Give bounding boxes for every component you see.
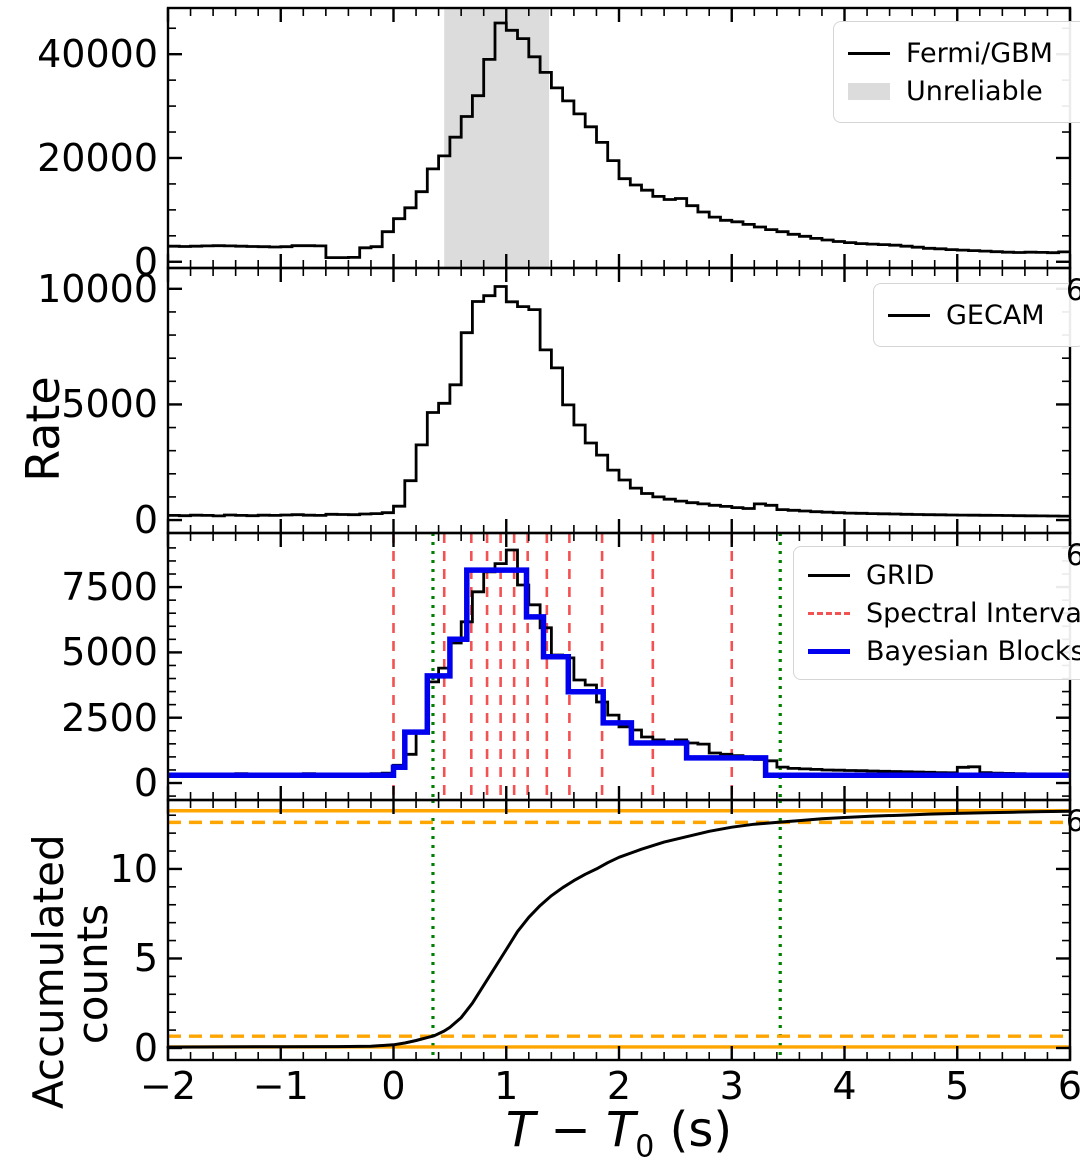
- x-tick-label: 4: [832, 1064, 857, 1108]
- legend-item-fermi-gbm: Fermi/GBM: [848, 38, 1074, 69]
- gecam-histogram: [168, 285, 1070, 518]
- clipped-tick-label-6: 6: [1066, 273, 1080, 307]
- gecam-line-swatch: [888, 313, 930, 317]
- legend-gecam: GECAM: [873, 283, 1080, 347]
- legend-label-bayesian-blocks: Bayesian Blocks: [866, 635, 1080, 667]
- fermi-gbm-line-swatch: [848, 51, 890, 55]
- y-tick-label: 20000: [37, 135, 158, 180]
- legend-item-unreliable: Unreliable: [848, 76, 1074, 107]
- x-axis-label: T − T0 (s): [168, 1102, 1070, 1165]
- legend-item-gecam: GECAM: [888, 300, 1070, 331]
- y-tick-label: 10000: [37, 266, 158, 311]
- bayesian-blocks-swatch: [808, 648, 850, 654]
- spectral-intervals-swatch: [808, 611, 850, 615]
- y-tick-label: 0: [133, 498, 158, 543]
- legend-item-bayesian-blocks: Bayesian Blocks: [808, 636, 1080, 667]
- grid-line-swatch: [808, 573, 850, 577]
- y-tick-label: 5000: [61, 382, 158, 427]
- accumulated-counts-curve: [166, 809, 1072, 1049]
- x-tick-label: −1: [252, 1064, 309, 1108]
- legend-label-gecam: GECAM: [946, 299, 1045, 331]
- legend-item-spectral-intervals: Spectral Intervals: [808, 598, 1080, 629]
- y-tick-label: 0: [133, 1026, 158, 1070]
- y-tick-label: 40000: [37, 32, 158, 77]
- x-tick-label: 2: [606, 1064, 632, 1108]
- x-label-minus: −: [550, 1102, 591, 1158]
- y-tick-label: 0: [133, 761, 158, 806]
- legend-grid: GRID Spectral Intervals Bayesian Blocks: [793, 546, 1080, 680]
- x-tick-label: 1: [494, 1064, 519, 1108]
- x-tick-label: −2: [139, 1064, 197, 1108]
- clipped-tick-label-6: 6: [1066, 804, 1080, 838]
- clipped-tick-label-6: 6: [1066, 538, 1080, 572]
- y-tick-label: 7500: [61, 565, 158, 610]
- legend-item-grid: GRID: [808, 560, 1074, 591]
- legend-label-spectral-intervals: Spectral Intervals: [866, 597, 1080, 629]
- y-tick-label: 10: [109, 846, 158, 891]
- y-tick-label: 5: [133, 936, 158, 981]
- x-tick-label: 0: [381, 1064, 406, 1108]
- legend-label-fermi-gbm: Fermi/GBM: [906, 37, 1053, 69]
- legend-label-unreliable: Unreliable: [906, 75, 1043, 107]
- panel-border: [166, 798, 1072, 1062]
- y-tick-label: 2500: [61, 695, 158, 740]
- legend-label-grid: GRID: [866, 559, 935, 591]
- x-label-subscript: 0: [635, 1129, 655, 1165]
- x-label-T0: T: [605, 1102, 636, 1158]
- legend-fermi-gbm: Fermi/GBM Unreliable: [833, 21, 1080, 123]
- x-tick-label: 6: [1057, 1064, 1080, 1108]
- y-tick-label: 5000: [61, 630, 158, 675]
- x-tick-label: 5: [945, 1064, 970, 1108]
- y-tick-label: 0: [133, 239, 158, 284]
- x-tick-label: 3: [719, 1064, 744, 1108]
- y-axis-label-rate: Rate: [16, 376, 70, 482]
- unreliable-patch-swatch: [848, 82, 890, 100]
- x-label-unit: (s): [669, 1102, 733, 1158]
- x-label-T: T: [505, 1102, 536, 1158]
- bayesian-blocks-line: [168, 567, 1070, 778]
- fermi-gbm-histogram: [168, 21, 1070, 259]
